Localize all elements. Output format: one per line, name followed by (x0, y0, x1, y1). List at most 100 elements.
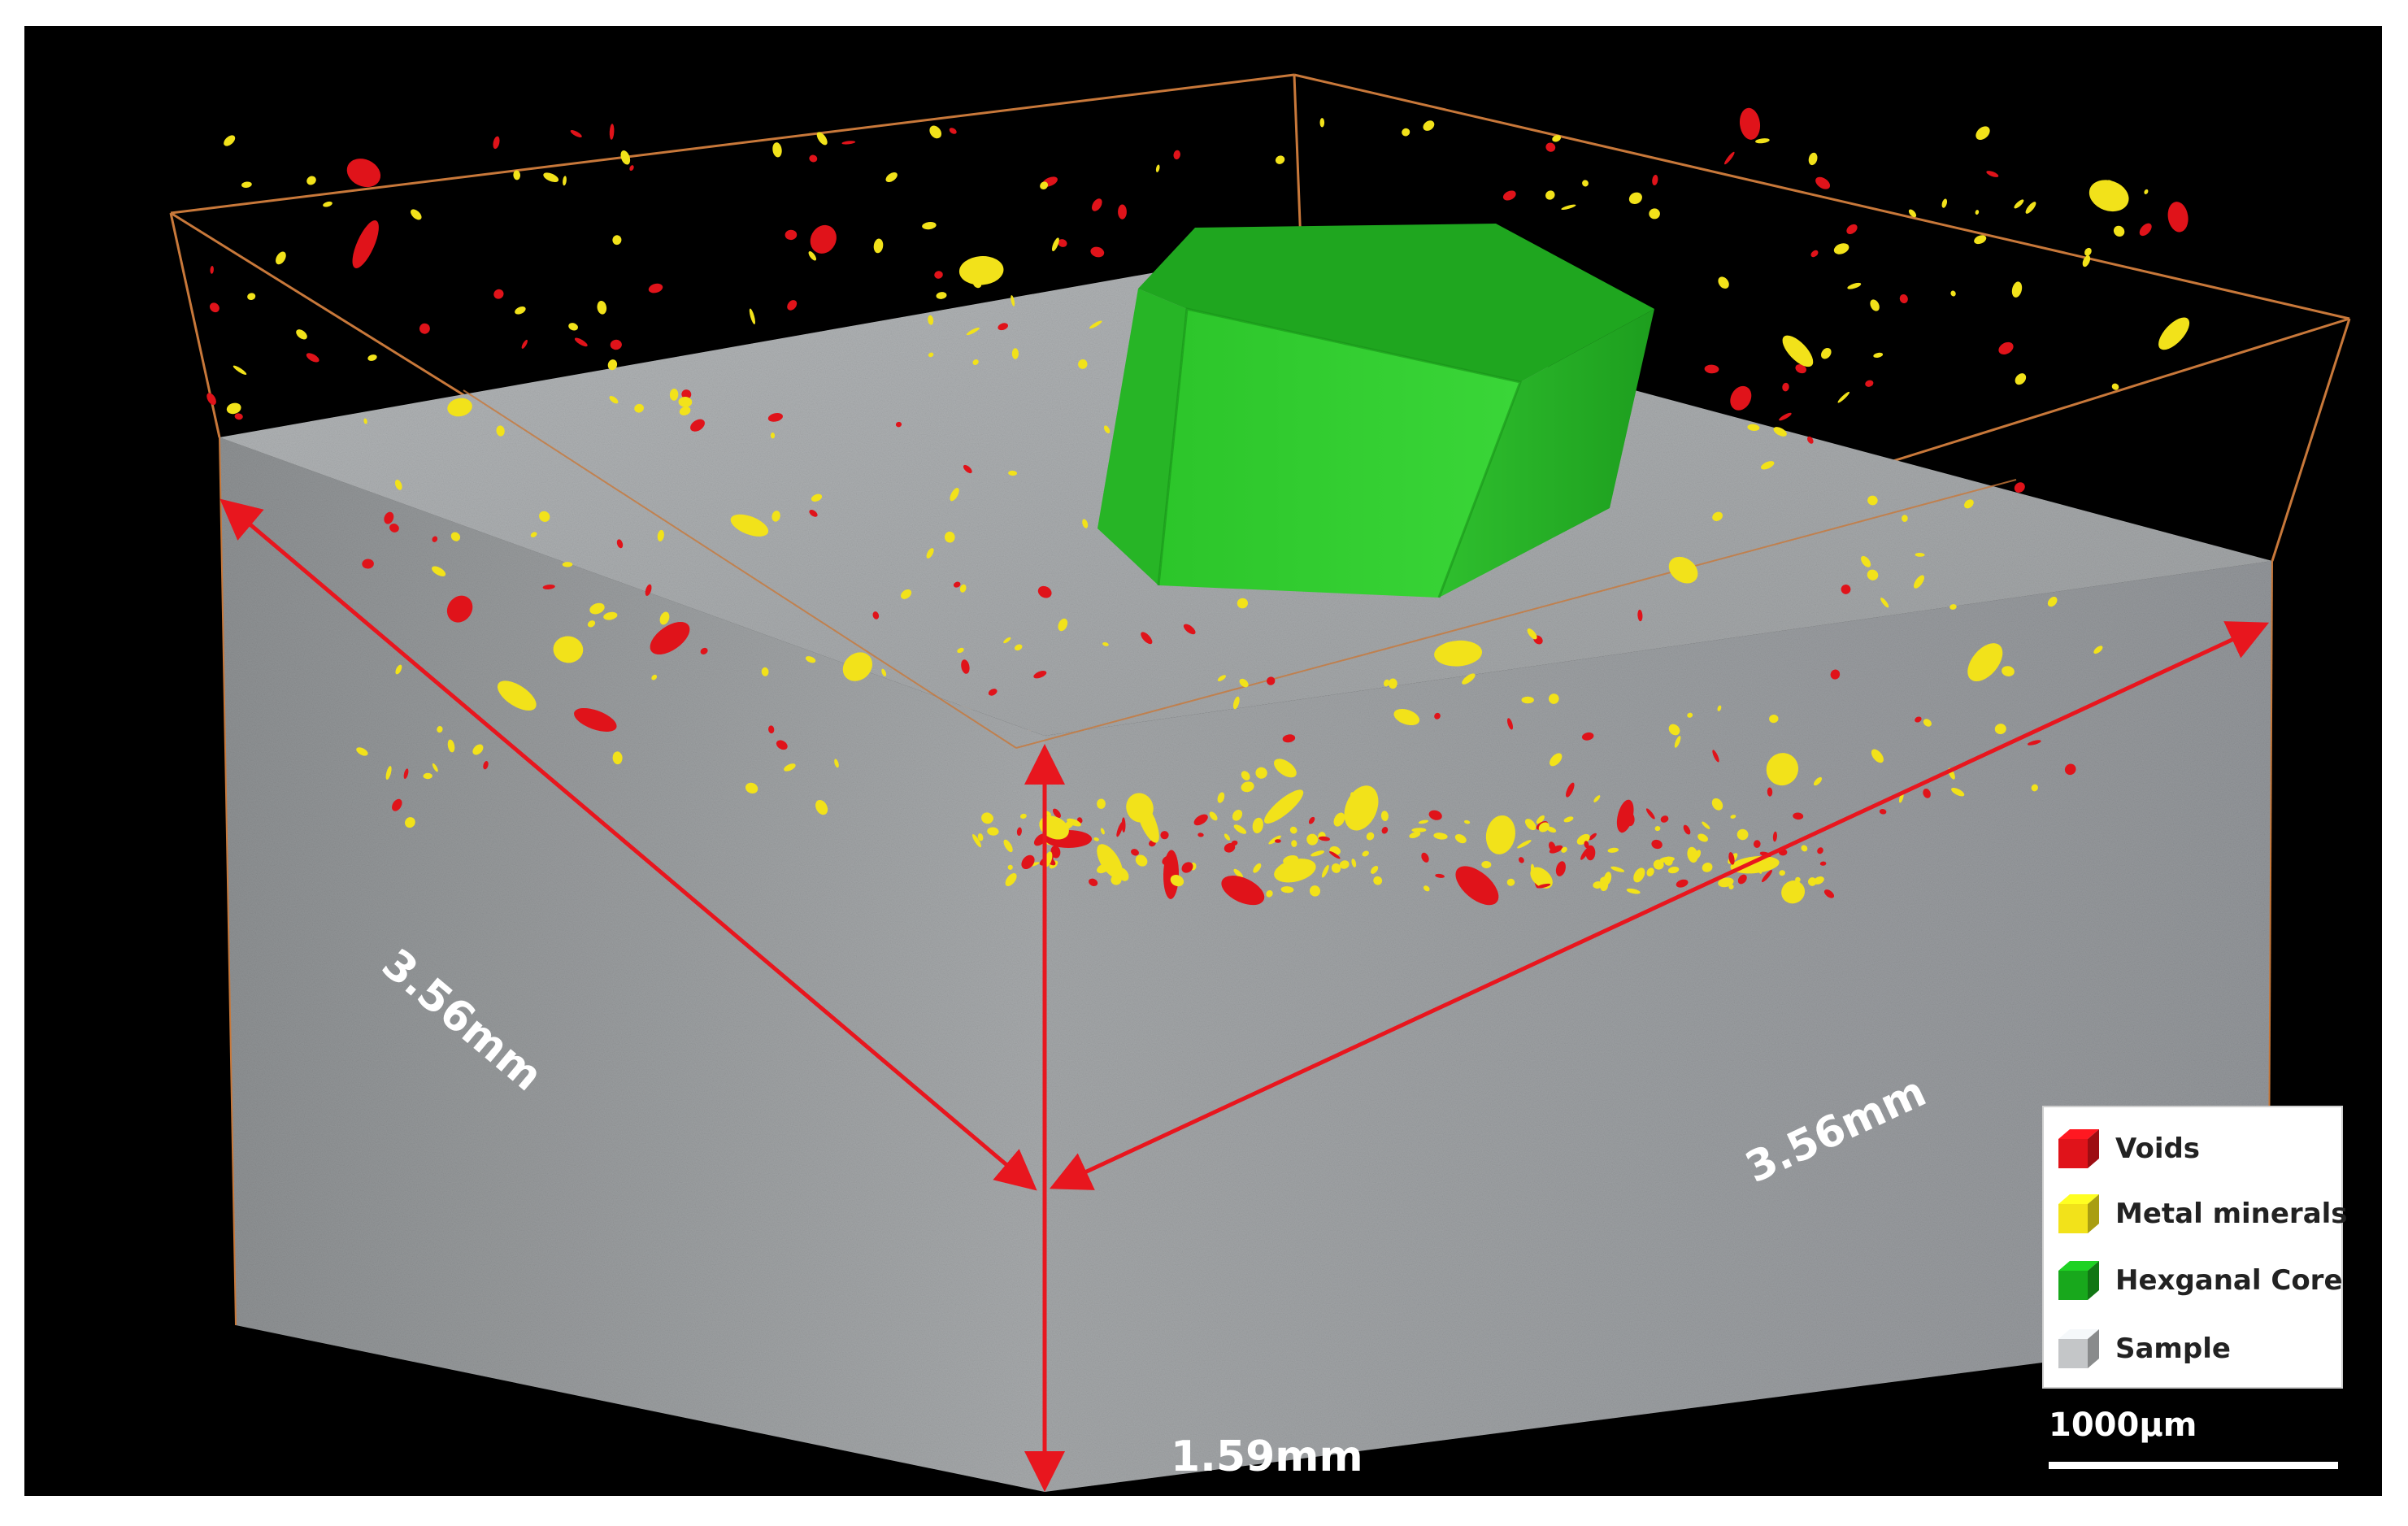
metal-mineral-particle (1051, 237, 1059, 251)
metal-mineral-particle (1747, 424, 1760, 431)
metal-mineral-particle (1964, 499, 1974, 509)
metal-mineral-particle (1582, 180, 1589, 187)
void-particle (1058, 239, 1067, 247)
metal-mineral-particle (1561, 204, 1576, 211)
metal-mineral-particle (1089, 320, 1102, 329)
metal-mineral-particle (1552, 135, 1562, 142)
metal-mineral-particle (1668, 556, 1698, 584)
metal-mineral-particle (363, 418, 367, 424)
metal-mineral-particle (496, 425, 505, 437)
metal-mineral-particle (2089, 180, 2129, 212)
void-particle (810, 224, 837, 254)
metal-mineral-particle (1976, 126, 1990, 141)
void-particle (1779, 412, 1792, 421)
void-particle (234, 413, 243, 420)
metal-mineral-particle (669, 389, 679, 401)
metal-mineral-particle (1008, 470, 1018, 476)
metal-mineral-particle (1974, 235, 1987, 245)
void-particle (1810, 250, 1819, 258)
metal-mineral-particle (1760, 461, 1775, 470)
metal-mineral-particle (1880, 598, 1889, 608)
void-particle (787, 300, 798, 311)
void-particle (1704, 364, 1719, 374)
metal-mineral-particle (1521, 696, 1534, 704)
void-particle (1173, 150, 1180, 160)
legend-label-sample: Sample (2115, 1333, 2231, 1365)
metal-mineral-particle (612, 235, 622, 246)
legend-item-voids: Voids (2055, 1124, 2200, 1174)
metal-mineral-particle (2025, 202, 2036, 214)
metal-mineral-particle (885, 172, 898, 183)
metal-mineral-particle (1155, 164, 1160, 172)
void-particle (493, 136, 500, 150)
legend-label-hexganal-core: Hexganal Core (2115, 1264, 2343, 1297)
metal-mineral-particle (1908, 209, 1917, 218)
sample-swatch (2055, 1328, 2102, 1370)
metal-mineral-particle (1950, 290, 1956, 297)
core-left-face (1098, 289, 1187, 585)
metal-mineral-particle (247, 293, 256, 301)
metal-mineral-particle (1319, 118, 1325, 128)
metal-mineral-particle (966, 327, 980, 336)
metal-mineral-particle (679, 406, 691, 415)
metal-mineral-particle (543, 172, 559, 183)
metal-mineral-particle (678, 396, 693, 407)
void-particle (1865, 380, 1874, 387)
metal-mineral-particle (808, 251, 817, 261)
metal-mineral-particle (1082, 519, 1089, 528)
metal-mineral-particle (2082, 255, 2091, 267)
metal-mineral-particle (2015, 373, 2027, 385)
metal-mineral-particle (929, 125, 942, 139)
metal-mineral-particle (367, 354, 377, 361)
void-particle (1637, 609, 1643, 622)
void-particle (1502, 190, 1516, 201)
metal-mineral-particle (233, 365, 247, 375)
metal-mineral-particle (276, 251, 286, 265)
void-particle (949, 128, 957, 134)
metal-mineral-particle (2014, 199, 2024, 209)
void-particle (306, 353, 319, 363)
void-particle (1899, 293, 1908, 304)
metal-mineral-particle (1773, 427, 1787, 437)
void-particle (419, 323, 430, 334)
metal-mineral-particle (1808, 152, 1818, 166)
void-particle (1795, 364, 1806, 374)
metal-mineral-particle (1545, 190, 1555, 200)
metal-mineral-particle (1755, 138, 1770, 144)
metal-mineral-particle (447, 398, 472, 417)
void-particle (648, 283, 663, 293)
metal-mineral-particle (1975, 210, 1980, 215)
dimension-arrows (220, 498, 2270, 1492)
void-particle (610, 339, 622, 350)
void-particle (493, 289, 504, 299)
metal-mineral-particle (1712, 511, 1723, 521)
metal-mineral-particle (770, 433, 776, 439)
hexganal-core-swatch (2055, 1259, 2102, 1302)
void-particle (1986, 171, 1999, 177)
dimension-label-height: 1.59mm (1171, 1433, 1363, 1481)
void-particle (1815, 176, 1831, 189)
core-right-face (1439, 309, 1654, 598)
void-particle (352, 220, 379, 268)
metal-mineral-particle (563, 176, 567, 186)
void-particle (1275, 839, 1281, 843)
metal-mineral-particle (928, 315, 934, 325)
metal-mineral-particle (1949, 604, 1957, 610)
metal-mineral-particle (1237, 598, 1248, 609)
void-particle (895, 421, 902, 428)
metal-mineral-particle (634, 403, 644, 413)
metal-mineral-particle (607, 359, 618, 371)
void-particle (963, 464, 972, 474)
metal-mineral-particle (922, 222, 937, 230)
metal-mineral-particle (1915, 552, 1925, 557)
metal-mineral-particle (1078, 359, 1088, 369)
metal-mineral-particle (1628, 192, 1642, 205)
void-particle (629, 165, 634, 172)
metal-mineral-particle (936, 292, 947, 299)
metal-mineral-particle (950, 488, 959, 502)
metal-mineral-particle (2158, 317, 2190, 350)
metal-mineral-particle (1782, 335, 1814, 367)
void-particle (1091, 198, 1102, 211)
metal-mineral-particle (1402, 128, 1410, 137)
